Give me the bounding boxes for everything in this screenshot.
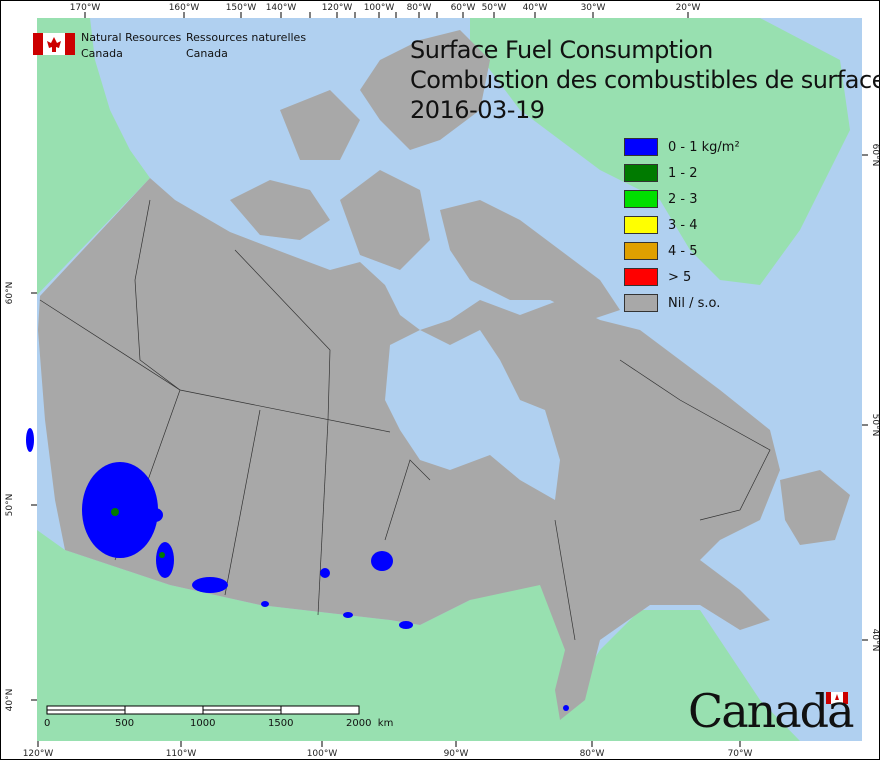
tick-label: 120°W [23, 749, 54, 759]
legend-label: 0 - 1 kg/m² [668, 139, 740, 155]
map-date: 2016-03-19 [410, 96, 545, 124]
wordmark-flag [826, 692, 848, 704]
legend-item: 2 - 3 [624, 186, 740, 212]
tick-label: 40°N [5, 689, 15, 712]
legend-label: > 5 [668, 269, 692, 285]
hudson-bay [385, 330, 560, 500]
legend-swatch [624, 242, 658, 260]
legend-item: 4 - 5 [624, 238, 740, 264]
legend-label: 2 - 3 [668, 191, 698, 207]
scale-label: 0 [44, 718, 51, 729]
legend-swatch [624, 294, 658, 312]
canada-wordmark: Canada [688, 684, 855, 738]
tick-label: 50°N [870, 414, 880, 437]
org-name-fr: Ressources naturelles Canada [186, 30, 306, 62]
tick-label: 150°W [226, 3, 257, 13]
org-fr-line2: Canada [186, 47, 228, 60]
legend-swatch [624, 138, 658, 156]
org-en-line1: Natural Resources [81, 31, 182, 44]
legend: 0 - 1 kg/m² 1 - 2 2 - 3 3 - 4 4 - 5 > 5 Nil / … [624, 134, 740, 316]
legend-swatch [624, 268, 658, 286]
canada-flag-logo [33, 33, 75, 55]
legend-swatch [624, 164, 658, 182]
tick-label: 90°W [444, 749, 469, 759]
arctic-island [230, 180, 330, 240]
map-title: Surface Fuel Consumption [410, 36, 713, 64]
legend-item: > 5 [624, 264, 740, 290]
org-en-line2: Canada [81, 47, 123, 60]
baffin-island [440, 200, 620, 320]
org-name-en: Natural Resources Canada [81, 30, 181, 62]
legend-item: 3 - 4 [624, 212, 740, 238]
legend-item: 1 - 2 [624, 160, 740, 186]
arctic-island [340, 170, 430, 270]
tick-label: 100°W [307, 749, 338, 759]
org-fr-line1: Ressources naturelles [186, 31, 307, 44]
tick-label: 80°W [407, 3, 432, 13]
ellesmere-island [360, 30, 490, 150]
legend-swatch [624, 216, 658, 234]
tick-label: 50°N [5, 494, 15, 517]
scale-label: 2000 km [346, 718, 394, 729]
legend-item: 0 - 1 kg/m² [624, 134, 740, 160]
tick-label: 40°W [523, 3, 548, 13]
tick-label: 20°W [676, 3, 701, 13]
tick-label: 60°W [451, 3, 476, 13]
scale-bar [46, 705, 360, 715]
legend-label: Nil / s.o. [668, 295, 721, 311]
tick-label: 80°W [580, 749, 605, 759]
tick-label: 50°W [482, 3, 507, 13]
tick-label: 140°W [266, 3, 297, 13]
usa [37, 530, 800, 741]
fuel-consumption-areas [26, 428, 569, 711]
newfoundland [780, 470, 850, 545]
tick-label: 70°W [728, 749, 753, 759]
tick-label: 30°W [581, 3, 606, 13]
fuel-consumption-1-2 [111, 508, 165, 558]
scale-label: 500 [115, 718, 135, 729]
province-borders [39, 199, 771, 641]
tick-label: 120°W [322, 3, 353, 13]
tick-label: 40°N [870, 629, 880, 652]
scale-label: 1500 [268, 718, 294, 729]
tick-label: 60°N [5, 282, 15, 305]
arctic-island [280, 90, 360, 160]
alaska [37, 18, 150, 295]
map-title-fr: Combustion des combustibles de surface [410, 66, 880, 94]
tick-label: 170°W [70, 3, 101, 13]
legend-label: 1 - 2 [668, 165, 698, 181]
legend-item: Nil / s.o. [624, 290, 740, 316]
greenland [470, 18, 850, 285]
tick-label: 160°W [169, 3, 200, 13]
legend-label: 3 - 4 [668, 217, 698, 233]
tick-label: 60°N [870, 144, 880, 167]
legend-label: 4 - 5 [668, 243, 698, 259]
scale-label: 1000 [190, 718, 216, 729]
tick-label: 100°W [364, 3, 395, 13]
tick-label: 110°W [166, 749, 197, 759]
legend-swatch [624, 190, 658, 208]
